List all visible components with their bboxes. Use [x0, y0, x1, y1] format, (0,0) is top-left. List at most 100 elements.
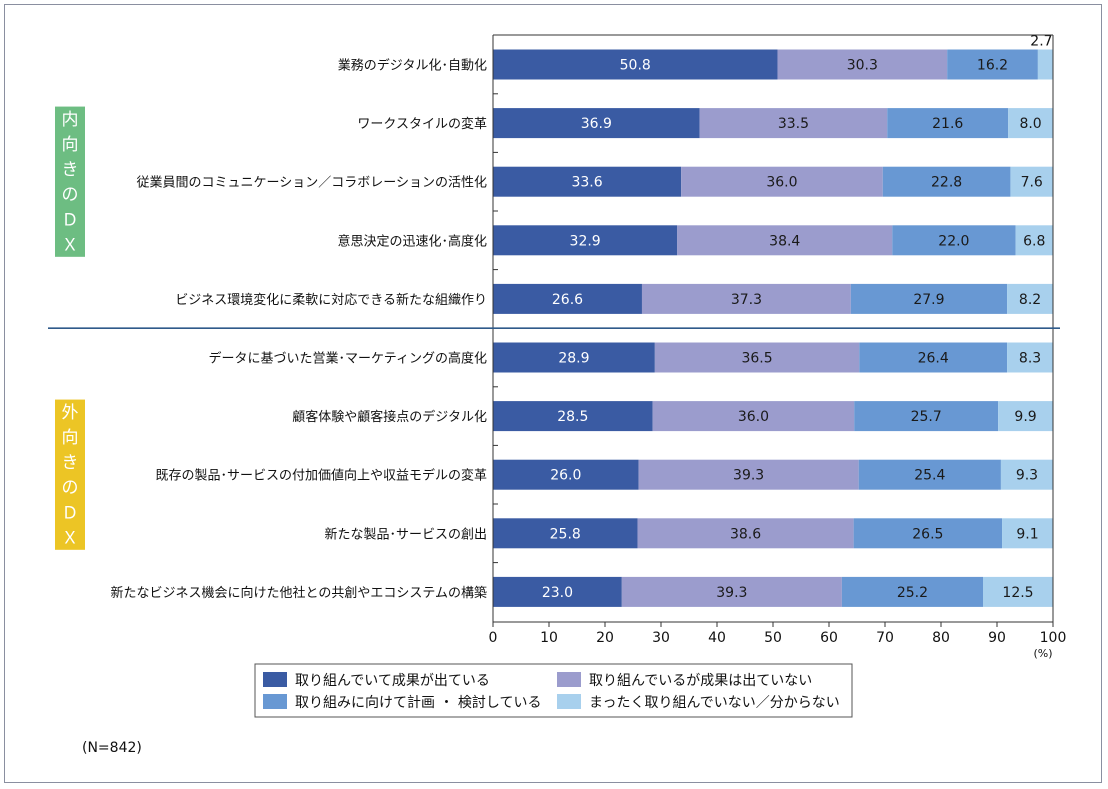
group-label: 内向きのＤＸ: [62, 110, 79, 255]
bar-segment: [859, 342, 1008, 373]
data-label: 9.9: [1014, 409, 1036, 425]
bar-segment: [854, 401, 999, 432]
data-label: 33.6: [571, 175, 602, 191]
data-label: 39.3: [733, 468, 764, 484]
x-tick-label: 30: [652, 630, 670, 646]
x-tick-label: 50: [764, 630, 782, 646]
x-tick-label: 20: [596, 630, 614, 646]
data-label: 8.3: [1019, 351, 1041, 367]
group-label-box: [55, 399, 85, 550]
x-tick-label: 40: [708, 630, 726, 646]
category-label: ビジネス環境変化に柔軟に対応できる新たな組織作り: [175, 292, 487, 308]
data-label: 25.7: [911, 409, 942, 425]
data-label: 32.9: [570, 233, 601, 249]
bar-segment: [493, 576, 622, 607]
x-axis: 0 10 20 30 40 50 60 70 80 90 100(%): [48, 34, 1067, 660]
data-label: 2.7: [1030, 34, 1052, 50]
data-label: 26.4: [918, 351, 949, 367]
bar-segment: [493, 401, 653, 432]
bar-segment: [998, 401, 1053, 432]
bar-segment: [654, 342, 860, 373]
bar-segment: [493, 518, 638, 549]
bar-segment: [1007, 283, 1053, 314]
data-label: 38.6: [730, 526, 761, 542]
bar-segment: [641, 283, 851, 314]
data-label: 28.9: [558, 351, 589, 367]
legend-swatch: [557, 694, 581, 709]
data-label: 9.3: [1016, 468, 1038, 484]
bar-segment: [493, 342, 655, 373]
bar-segment: [621, 576, 842, 607]
bar-segment: [637, 518, 854, 549]
bar-segment: [841, 576, 983, 607]
legend-label: 取り組んでいて成果が出ている: [295, 673, 490, 689]
category-label: 新たな製品･サービスの創出: [324, 526, 487, 542]
category-label: 既存の製品･サービスの付加価値向上や収益モデルの変革: [155, 468, 487, 484]
group-labels: 内向きのＤＸ 外向きのＤＸ: [55, 106, 85, 550]
legend-label: 取り組んでいるが成果は出ていない: [589, 673, 812, 689]
bar-segment: [699, 108, 888, 139]
category-label: データに基づいた営業･マーケティングの高度化: [209, 351, 487, 367]
bar-segment: [1015, 225, 1053, 256]
x-tick-label: 80: [932, 630, 950, 646]
data-label: 36.0: [738, 409, 769, 425]
data-label: 27.9: [913, 292, 944, 308]
x-tick-label: 100: [1040, 630, 1067, 646]
x-tick-label: 0: [489, 630, 498, 646]
bar-segment: [777, 49, 948, 80]
data-label: 25.8: [550, 526, 581, 542]
data-label: 8.0: [1019, 116, 1041, 132]
bar-segment: [882, 166, 1011, 197]
data-label: 26.5: [912, 526, 943, 542]
bar-segment: [853, 518, 1003, 549]
x-tick-label: 60: [820, 630, 838, 646]
figure-frame: [4, 4, 1102, 783]
x-tick-label: 70: [876, 630, 894, 646]
bar-segment: [983, 576, 1053, 607]
x-axis-unit: (%): [1033, 647, 1052, 660]
bar-segment: [493, 283, 642, 314]
legend-swatch: [263, 694, 287, 709]
x-tick-label: 90: [988, 630, 1006, 646]
data-label: 26.0: [550, 468, 581, 484]
legend: 取り組んでいて成果が出ている 取り組んでいるが成果は出ていない取り組みに向けて計画…: [254, 663, 853, 718]
data-label: 25.2: [897, 585, 928, 601]
data-label: 50.8: [620, 58, 651, 74]
legend-label: まったく取り組んでいない／分からない: [589, 695, 840, 711]
bar-segment: [1000, 459, 1053, 490]
bar-segment: [493, 108, 700, 139]
data-label: 21.6: [932, 116, 963, 132]
category-label: 意思決定の迅速化･高度化: [337, 233, 487, 249]
bar-segment: [1008, 108, 1053, 139]
bar-segment: [493, 459, 639, 490]
data-label: 30.3: [847, 58, 878, 74]
bar-segment: [677, 225, 893, 256]
legend-swatch: [263, 672, 287, 687]
bars-layer: 50.8 30.3 16.2 2.7 36.9 33.5 21.6 8.0 33.6 36.0 22…: [493, 34, 1053, 607]
data-label: 16.2: [977, 58, 1008, 74]
bar-segment: [892, 225, 1016, 256]
bar-segment: [858, 459, 1001, 490]
legend-label: 取り組みに向けて計画 ・ 検討している: [295, 695, 541, 711]
data-label: 36.9: [581, 116, 612, 132]
data-label: 8.2: [1019, 292, 1041, 308]
bar-segment: [638, 459, 859, 490]
bar-segment: [681, 166, 883, 197]
data-label: 22.0: [938, 233, 969, 249]
data-label: 38.4: [769, 233, 800, 249]
bar-segment: [652, 401, 855, 432]
bar-segment: [887, 108, 1009, 139]
data-label: 26.6: [552, 292, 583, 308]
bar-segment: [1037, 49, 1053, 80]
bar-segment: [493, 49, 778, 80]
data-label: 9.1: [1016, 526, 1038, 542]
bar-segment: [1002, 518, 1053, 549]
bar-segment: [493, 225, 678, 256]
bar-segment: [493, 166, 682, 197]
group-label: 外向きのＤＸ: [62, 403, 79, 548]
data-label: 37.3: [731, 292, 762, 308]
data-label: 39.3: [716, 585, 747, 601]
category-label: ワークスタイルの変革: [357, 116, 487, 132]
category-labels: 業務のデジタル化･自動化ワークスタイルの変革従業員間のコミュニケーション／コラボ…: [111, 58, 487, 601]
